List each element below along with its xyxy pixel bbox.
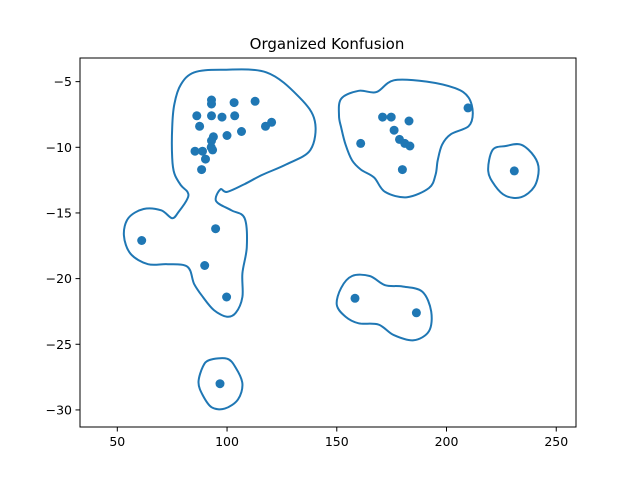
- data-point: [386, 112, 396, 122]
- data-point: [211, 224, 221, 234]
- data-point: [207, 111, 216, 121]
- cluster-contour-4: [335, 273, 433, 342]
- data-point: [229, 98, 239, 108]
- chart-title: Organized Konfusion: [250, 35, 405, 53]
- y-tick-label: −25: [46, 337, 72, 352]
- cluster-contour-2: [337, 78, 474, 199]
- data-point: [198, 146, 207, 156]
- x-tick-label: 250: [544, 434, 568, 449]
- data-point: [197, 165, 207, 175]
- x-axis: 50 100 150 200 250: [109, 427, 568, 449]
- data-point: [190, 146, 200, 156]
- data-point: [192, 111, 202, 121]
- data-point: [201, 154, 210, 164]
- x-tick-label: 200: [435, 434, 459, 449]
- data-point: [397, 165, 407, 175]
- data-point: [237, 127, 246, 136]
- data-point: [463, 103, 473, 113]
- y-tick-label: −10: [46, 140, 72, 155]
- data-point: [207, 99, 216, 109]
- x-tick-label: 100: [215, 434, 239, 449]
- data-point: [404, 116, 414, 126]
- y-tick-label: −5: [54, 74, 72, 89]
- plot-marks: [122, 68, 540, 411]
- y-tick-label: −20: [46, 271, 72, 286]
- data-point: [389, 125, 399, 135]
- cluster-contour-5: [197, 357, 244, 411]
- cluster-contour-3: [487, 143, 540, 199]
- data-point: [350, 293, 360, 303]
- data-point: [405, 141, 415, 151]
- data-point: [222, 292, 232, 302]
- x-tick-label: 50: [109, 434, 125, 449]
- data-point: [411, 308, 421, 318]
- y-axis: −5 −10 −15 −20 −25 −30: [46, 74, 80, 417]
- data-point: [509, 166, 519, 176]
- cluster-contour-1: [122, 68, 317, 318]
- data-point: [207, 136, 216, 146]
- data-point: [217, 112, 227, 122]
- data-point: [137, 236, 147, 245]
- data-point: [230, 111, 240, 121]
- data-point: [215, 379, 225, 389]
- y-tick-label: −15: [46, 205, 72, 220]
- data-point: [222, 131, 232, 140]
- data-point: [200, 261, 210, 270]
- data-point: [208, 145, 218, 155]
- y-tick-label: −30: [46, 402, 72, 417]
- data-point: [267, 117, 277, 127]
- plot-frame: [79, 57, 577, 428]
- x-tick-label: 150: [325, 434, 349, 449]
- data-point: [195, 121, 205, 131]
- data-point: [356, 138, 366, 148]
- data-point: [250, 96, 260, 106]
- data-point: [378, 112, 388, 122]
